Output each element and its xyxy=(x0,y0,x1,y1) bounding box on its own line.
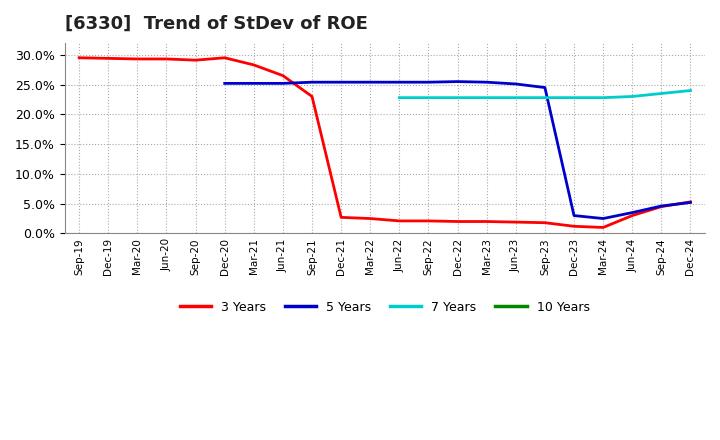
3 Years xyxy=(366,216,374,221)
3 Years xyxy=(395,218,404,224)
Line: 7 Years: 7 Years xyxy=(400,91,690,98)
3 Years xyxy=(482,219,491,224)
7 Years xyxy=(686,88,695,93)
3 Years xyxy=(192,58,200,63)
3 Years xyxy=(628,213,636,218)
7 Years xyxy=(482,95,491,100)
3 Years xyxy=(307,94,316,99)
5 Years xyxy=(570,213,578,218)
3 Years xyxy=(599,225,608,230)
7 Years xyxy=(454,95,462,100)
5 Years xyxy=(482,80,491,85)
3 Years xyxy=(104,56,112,61)
3 Years xyxy=(220,55,229,60)
3 Years xyxy=(454,219,462,224)
5 Years xyxy=(686,200,695,205)
5 Years xyxy=(279,81,287,86)
3 Years xyxy=(162,56,171,62)
5 Years xyxy=(307,80,316,85)
3 Years xyxy=(337,215,346,220)
5 Years xyxy=(657,203,666,209)
Line: 5 Years: 5 Years xyxy=(225,81,690,219)
5 Years xyxy=(541,85,549,90)
3 Years xyxy=(279,73,287,78)
3 Years xyxy=(133,56,142,62)
7 Years xyxy=(541,95,549,100)
5 Years xyxy=(366,80,374,85)
7 Years xyxy=(599,95,608,100)
3 Years xyxy=(657,204,666,209)
7 Years xyxy=(628,94,636,99)
5 Years xyxy=(454,79,462,84)
7 Years xyxy=(424,95,433,100)
5 Years xyxy=(220,81,229,86)
5 Years xyxy=(628,210,636,215)
Text: [6330]  Trend of StDev of ROE: [6330] Trend of StDev of ROE xyxy=(65,15,367,33)
7 Years xyxy=(570,95,578,100)
5 Years xyxy=(511,81,520,87)
7 Years xyxy=(395,95,404,100)
3 Years xyxy=(570,224,578,229)
5 Years xyxy=(599,216,608,221)
5 Years xyxy=(337,80,346,85)
3 Years xyxy=(424,218,433,224)
Line: 3 Years: 3 Years xyxy=(79,58,690,227)
5 Years xyxy=(395,80,404,85)
5 Years xyxy=(250,81,258,86)
3 Years xyxy=(250,62,258,68)
3 Years xyxy=(541,220,549,225)
7 Years xyxy=(511,95,520,100)
3 Years xyxy=(75,55,84,60)
3 Years xyxy=(511,220,520,225)
7 Years xyxy=(657,91,666,96)
5 Years xyxy=(424,80,433,85)
Legend: 3 Years, 5 Years, 7 Years, 10 Years: 3 Years, 5 Years, 7 Years, 10 Years xyxy=(175,296,595,319)
3 Years xyxy=(686,199,695,205)
